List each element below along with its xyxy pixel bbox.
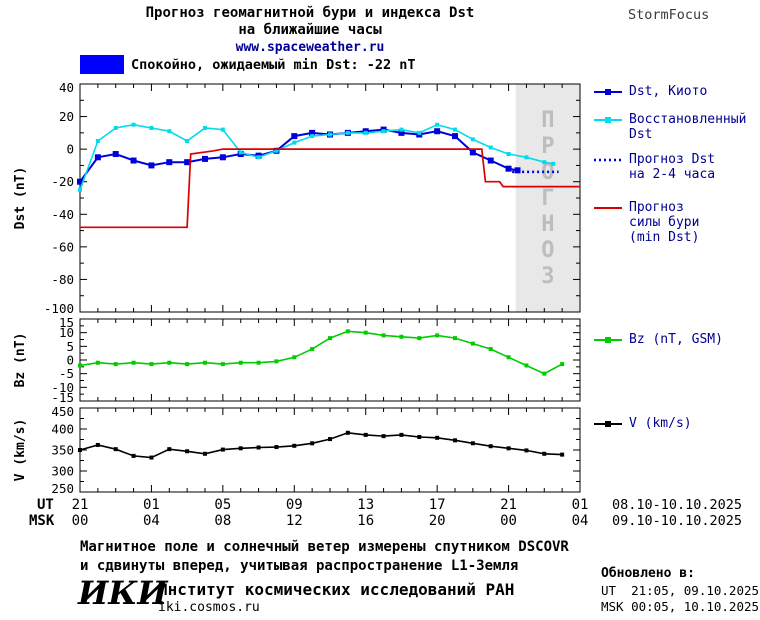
legend-entry-1: Восстановленный Dst — [593, 112, 760, 142]
forecast-band-letter: З — [541, 264, 554, 289]
updated-time-msk: MSK 00:05, 10.10.2025 — [601, 599, 760, 614]
svg-text:300: 300 — [51, 464, 74, 479]
series-v — [79, 431, 563, 459]
status-text: Спокойно, ожидаемый min Dst: -22 nT — [131, 57, 416, 73]
svg-text:-100: -100 — [44, 301, 74, 316]
svg-text:0: 0 — [66, 142, 74, 157]
svg-text:400: 400 — [51, 422, 74, 437]
tick-label: 08 — [214, 513, 232, 529]
svg-text:15: 15 — [59, 315, 74, 330]
svg-text:-5: -5 — [59, 366, 74, 381]
forecast-band-letter: Н — [541, 212, 554, 237]
page-title-line1: Прогноз геомагнитной бури и индекса Dst — [145, 5, 475, 21]
y-axis-label: Dst (nT) — [13, 167, 28, 230]
y-axis-label: V (km/s) — [13, 419, 28, 482]
institute-name: Институт космических исследований РАН — [158, 580, 515, 599]
msk-date-range: 09.10-10.10.2025 — [612, 513, 743, 529]
legend-marker-square-line-icon — [594, 337, 622, 343]
legend-label: Прогноз силы бури (min Dst) — [629, 200, 700, 245]
legend-marker-dotted-icon — [594, 158, 622, 162]
updated-time-ut: UT 21:05, 09.10.2025 — [601, 583, 760, 598]
msk-axis-label: MSK — [29, 513, 55, 529]
legend-label: Bz (nT, GSM) — [629, 332, 723, 347]
legend-marker-square-line-icon — [594, 117, 622, 123]
y-axis-label: Bz (nT) — [13, 333, 28, 388]
iki-site-link[interactable]: iki.cosmos.ru — [158, 600, 260, 615]
updated-label: Обновлено в: — [601, 566, 695, 581]
footnote-line1: Магнитное поле и солнечный ветер измерен… — [80, 539, 569, 555]
legend-entry-3: Прогноз силы бури (min Dst) — [593, 200, 760, 245]
legend-label: V (km/s) — [629, 416, 692, 431]
legend-marker-square-line-icon — [594, 89, 622, 95]
tick-label: 00 — [71, 513, 89, 529]
page-title-line2: на ближайшие часы — [238, 22, 382, 38]
forecast-band-letter: П — [541, 108, 554, 133]
footnote-line2: и сдвинуты вперед, учитывая распростране… — [80, 558, 519, 574]
legend-label: Восстановленный Dst — [629, 112, 747, 142]
tick-label: 05 — [214, 497, 232, 513]
legend-entry-2: Прогноз Dst на 2-4 часа — [593, 152, 760, 182]
legend: Dst, Киото Восстановленный Dst Прогноз Dst н… — [593, 0, 760, 620]
iki-logo: ИКИ — [78, 574, 168, 612]
legend-label: Прогноз Dst на 2-4 часа — [629, 152, 716, 182]
legend-marker-line-icon — [594, 207, 622, 209]
tick-label: 21 — [500, 497, 517, 513]
legend-entry-5: V (km/s) — [593, 416, 760, 431]
series-storm-forecast — [80, 148, 580, 229]
legend-marker-square-line-icon — [594, 421, 622, 427]
tick-label: 09 — [285, 497, 303, 513]
msk-axis-row: MSK 09.10-10.10.2025 00 04 08 12 16 20 00 04 — [0, 513, 760, 529]
svg-text:350: 350 — [51, 443, 74, 458]
series-bz — [79, 330, 563, 375]
svg-text:250: 250 — [51, 481, 74, 496]
svg-text:-80: -80 — [51, 272, 74, 287]
forecast-band — [515, 84, 580, 312]
tick-label: 21 — [71, 497, 89, 513]
svg-text:-15: -15 — [51, 390, 74, 405]
tick-label: 20 — [428, 513, 446, 529]
stormfocus-brand: StormFocus — [628, 7, 710, 23]
tick-label: 00 — [500, 513, 517, 529]
spaceweather-link[interactable]: www.spaceweather.ru — [235, 40, 385, 55]
tick-label: 17 — [428, 497, 446, 513]
forecast-band-letter: О — [541, 238, 554, 263]
series-restored-dst — [79, 123, 554, 191]
series-dst-kyoto — [79, 128, 518, 183]
svg-text:-60: -60 — [51, 239, 74, 254]
tick-label: 04 — [571, 513, 589, 529]
forecast-band-letter: Р — [541, 134, 554, 159]
svg-text:-20: -20 — [51, 174, 74, 189]
ut-axis-label: UT — [37, 497, 54, 513]
svg-text:10: 10 — [59, 325, 74, 340]
tick-label: 01 — [571, 497, 589, 513]
svg-text:20: 20 — [59, 109, 74, 124]
legend-entry-0: Dst, Киото — [593, 84, 760, 99]
header: Прогноз геомагнитной бури и индекса Dst … — [0, 5, 620, 55]
ut-axis-row: UT 08.10-10.10.2025 21 01 05 09 13 17 21 01 — [0, 497, 760, 513]
svg-text:5: 5 — [66, 339, 74, 354]
ut-date-range: 08.10-10.10.2025 — [612, 497, 743, 513]
tick-label: 04 — [142, 513, 160, 529]
v-chart: 450 400 350 300 250 V (km/s) — [13, 404, 581, 496]
tick-label: 12 — [285, 513, 303, 529]
forecast-band-letter: Г — [541, 186, 554, 211]
tick-label: 01 — [142, 497, 160, 513]
footnote: Магнитное поле и солнечный ветер измерен… — [80, 538, 569, 576]
svg-text:450: 450 — [51, 404, 74, 419]
svg-text:-40: -40 — [51, 207, 74, 222]
svg-text:0: 0 — [66, 353, 74, 368]
tick-label: 16 — [357, 513, 375, 529]
legend-entry-4: Bz (nT, GSM) — [593, 332, 760, 347]
tick-label: 13 — [357, 497, 375, 513]
svg-text:-10: -10 — [51, 380, 74, 395]
svg-text:40: 40 — [59, 80, 74, 95]
status-color-swatch — [80, 55, 124, 74]
legend-label: Dst, Киото — [629, 84, 708, 99]
